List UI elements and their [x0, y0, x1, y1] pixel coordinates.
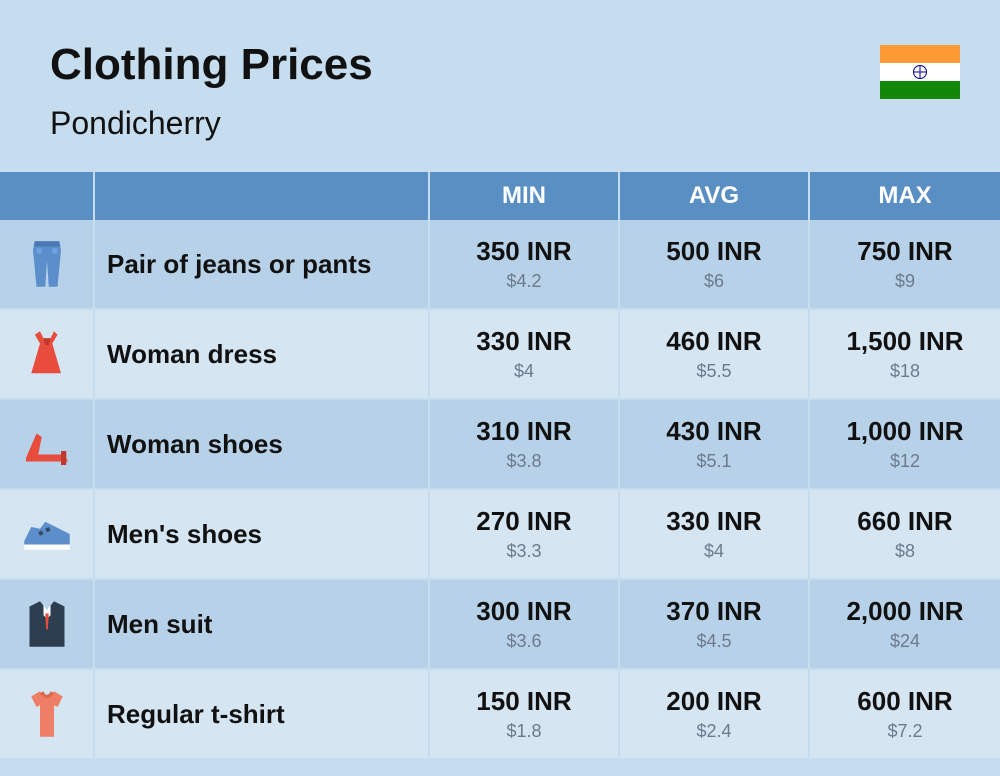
item-label: Pair of jeans or pants	[95, 220, 430, 310]
min-usd: $3.8	[506, 451, 541, 472]
col-header-min: MIN	[430, 172, 620, 220]
max-usd: $9	[895, 271, 915, 292]
max-cell: 1,000 INR $12	[810, 400, 1000, 490]
max-cell: 600 INR $7.2	[810, 670, 1000, 760]
avg-inr: 460 INR	[666, 326, 761, 357]
min-cell: 150 INR $1.8	[430, 670, 620, 760]
max-usd: $24	[890, 631, 920, 652]
tshirt-icon	[0, 670, 95, 760]
min-cell: 310 INR $3.8	[430, 400, 620, 490]
max-inr: 600 INR	[857, 686, 952, 717]
item-label: Woman dress	[95, 310, 430, 400]
col-header-max: MAX	[810, 172, 1000, 220]
table-row: Woman shoes 310 INR $3.8 430 INR $5.1 1,000 I…	[0, 400, 1000, 490]
table-row: Men's shoes 270 INR $3.3 330 INR $4 660 INR $8	[0, 490, 1000, 580]
avg-inr: 370 INR	[666, 596, 761, 627]
avg-usd: $5.1	[696, 451, 731, 472]
price-table: MIN AVG MAX Pair of jeans or pants350 IN…	[0, 172, 1000, 760]
avg-usd: $4.5	[696, 631, 731, 652]
col-header-label	[95, 172, 430, 220]
max-inr: 1,000 INR	[846, 416, 963, 447]
table-row: Men suit 300 INR $3.6 370 INR $4.5 2,000 INR $…	[0, 580, 1000, 670]
max-cell: 750 INR $9	[810, 220, 1000, 310]
avg-cell: 430 INR $5.1	[620, 400, 810, 490]
min-cell: 330 INR $4	[430, 310, 620, 400]
max-inr: 1,500 INR	[846, 326, 963, 357]
dress-icon	[0, 310, 95, 400]
max-inr: 660 INR	[857, 506, 952, 537]
min-usd: $1.8	[506, 721, 541, 742]
avg-usd: $2.4	[696, 721, 731, 742]
avg-inr: 430 INR	[666, 416, 761, 447]
avg-usd: $4	[704, 541, 724, 562]
min-inr: 300 INR	[476, 596, 571, 627]
page-subtitle: Pondicherry	[50, 105, 950, 142]
max-inr: 2,000 INR	[846, 596, 963, 627]
suit-icon	[0, 580, 95, 670]
avg-inr: 200 INR	[666, 686, 761, 717]
col-header-avg: AVG	[620, 172, 810, 220]
avg-cell: 200 INR $2.4	[620, 670, 810, 760]
max-cell: 660 INR $8	[810, 490, 1000, 580]
avg-inr: 330 INR	[666, 506, 761, 537]
item-label: Woman shoes	[95, 400, 430, 490]
max-usd: $7.2	[887, 721, 922, 742]
item-label: Men suit	[95, 580, 430, 670]
table-header: MIN AVG MAX	[0, 172, 1000, 220]
min-cell: 350 INR $4.2	[430, 220, 620, 310]
min-inr: 310 INR	[476, 416, 571, 447]
item-label: Regular t-shirt	[95, 670, 430, 760]
min-inr: 350 INR	[476, 236, 571, 267]
india-flag-icon	[880, 45, 960, 99]
min-usd: $4.2	[506, 271, 541, 292]
avg-cell: 370 INR $4.5	[620, 580, 810, 670]
table-row: Woman dress 330 INR $4 460 INR $5.5 1,500 INR…	[0, 310, 1000, 400]
table-row: Regular t-shirt 150 INR $1.8 200 INR $2.4 600…	[0, 670, 1000, 760]
jeans-icon	[0, 220, 95, 310]
min-inr: 270 INR	[476, 506, 571, 537]
sneaker-icon	[0, 490, 95, 580]
max-usd: $8	[895, 541, 915, 562]
avg-usd: $5.5	[696, 361, 731, 382]
avg-cell: 500 INR $6	[620, 220, 810, 310]
min-inr: 150 INR	[476, 686, 571, 717]
avg-inr: 500 INR	[666, 236, 761, 267]
page-title: Clothing Prices	[50, 40, 950, 90]
max-usd: $12	[890, 451, 920, 472]
min-usd: $3.3	[506, 541, 541, 562]
item-label: Men's shoes	[95, 490, 430, 580]
min-usd: $3.6	[506, 631, 541, 652]
col-header-icon	[0, 172, 95, 220]
max-cell: 1,500 INR $18	[810, 310, 1000, 400]
min-cell: 300 INR $3.6	[430, 580, 620, 670]
table-row: Pair of jeans or pants 350 INR $4.2 500 INR…	[0, 220, 1000, 310]
max-usd: $18	[890, 361, 920, 382]
min-inr: 330 INR	[476, 326, 571, 357]
avg-cell: 460 INR $5.5	[620, 310, 810, 400]
avg-usd: $6	[704, 271, 724, 292]
header: Clothing Prices Pondicherry	[0, 0, 1000, 172]
min-cell: 270 INR $3.3	[430, 490, 620, 580]
avg-cell: 330 INR $4	[620, 490, 810, 580]
min-usd: $4	[514, 361, 534, 382]
max-cell: 2,000 INR $24	[810, 580, 1000, 670]
max-inr: 750 INR	[857, 236, 952, 267]
heel-icon	[0, 400, 95, 490]
